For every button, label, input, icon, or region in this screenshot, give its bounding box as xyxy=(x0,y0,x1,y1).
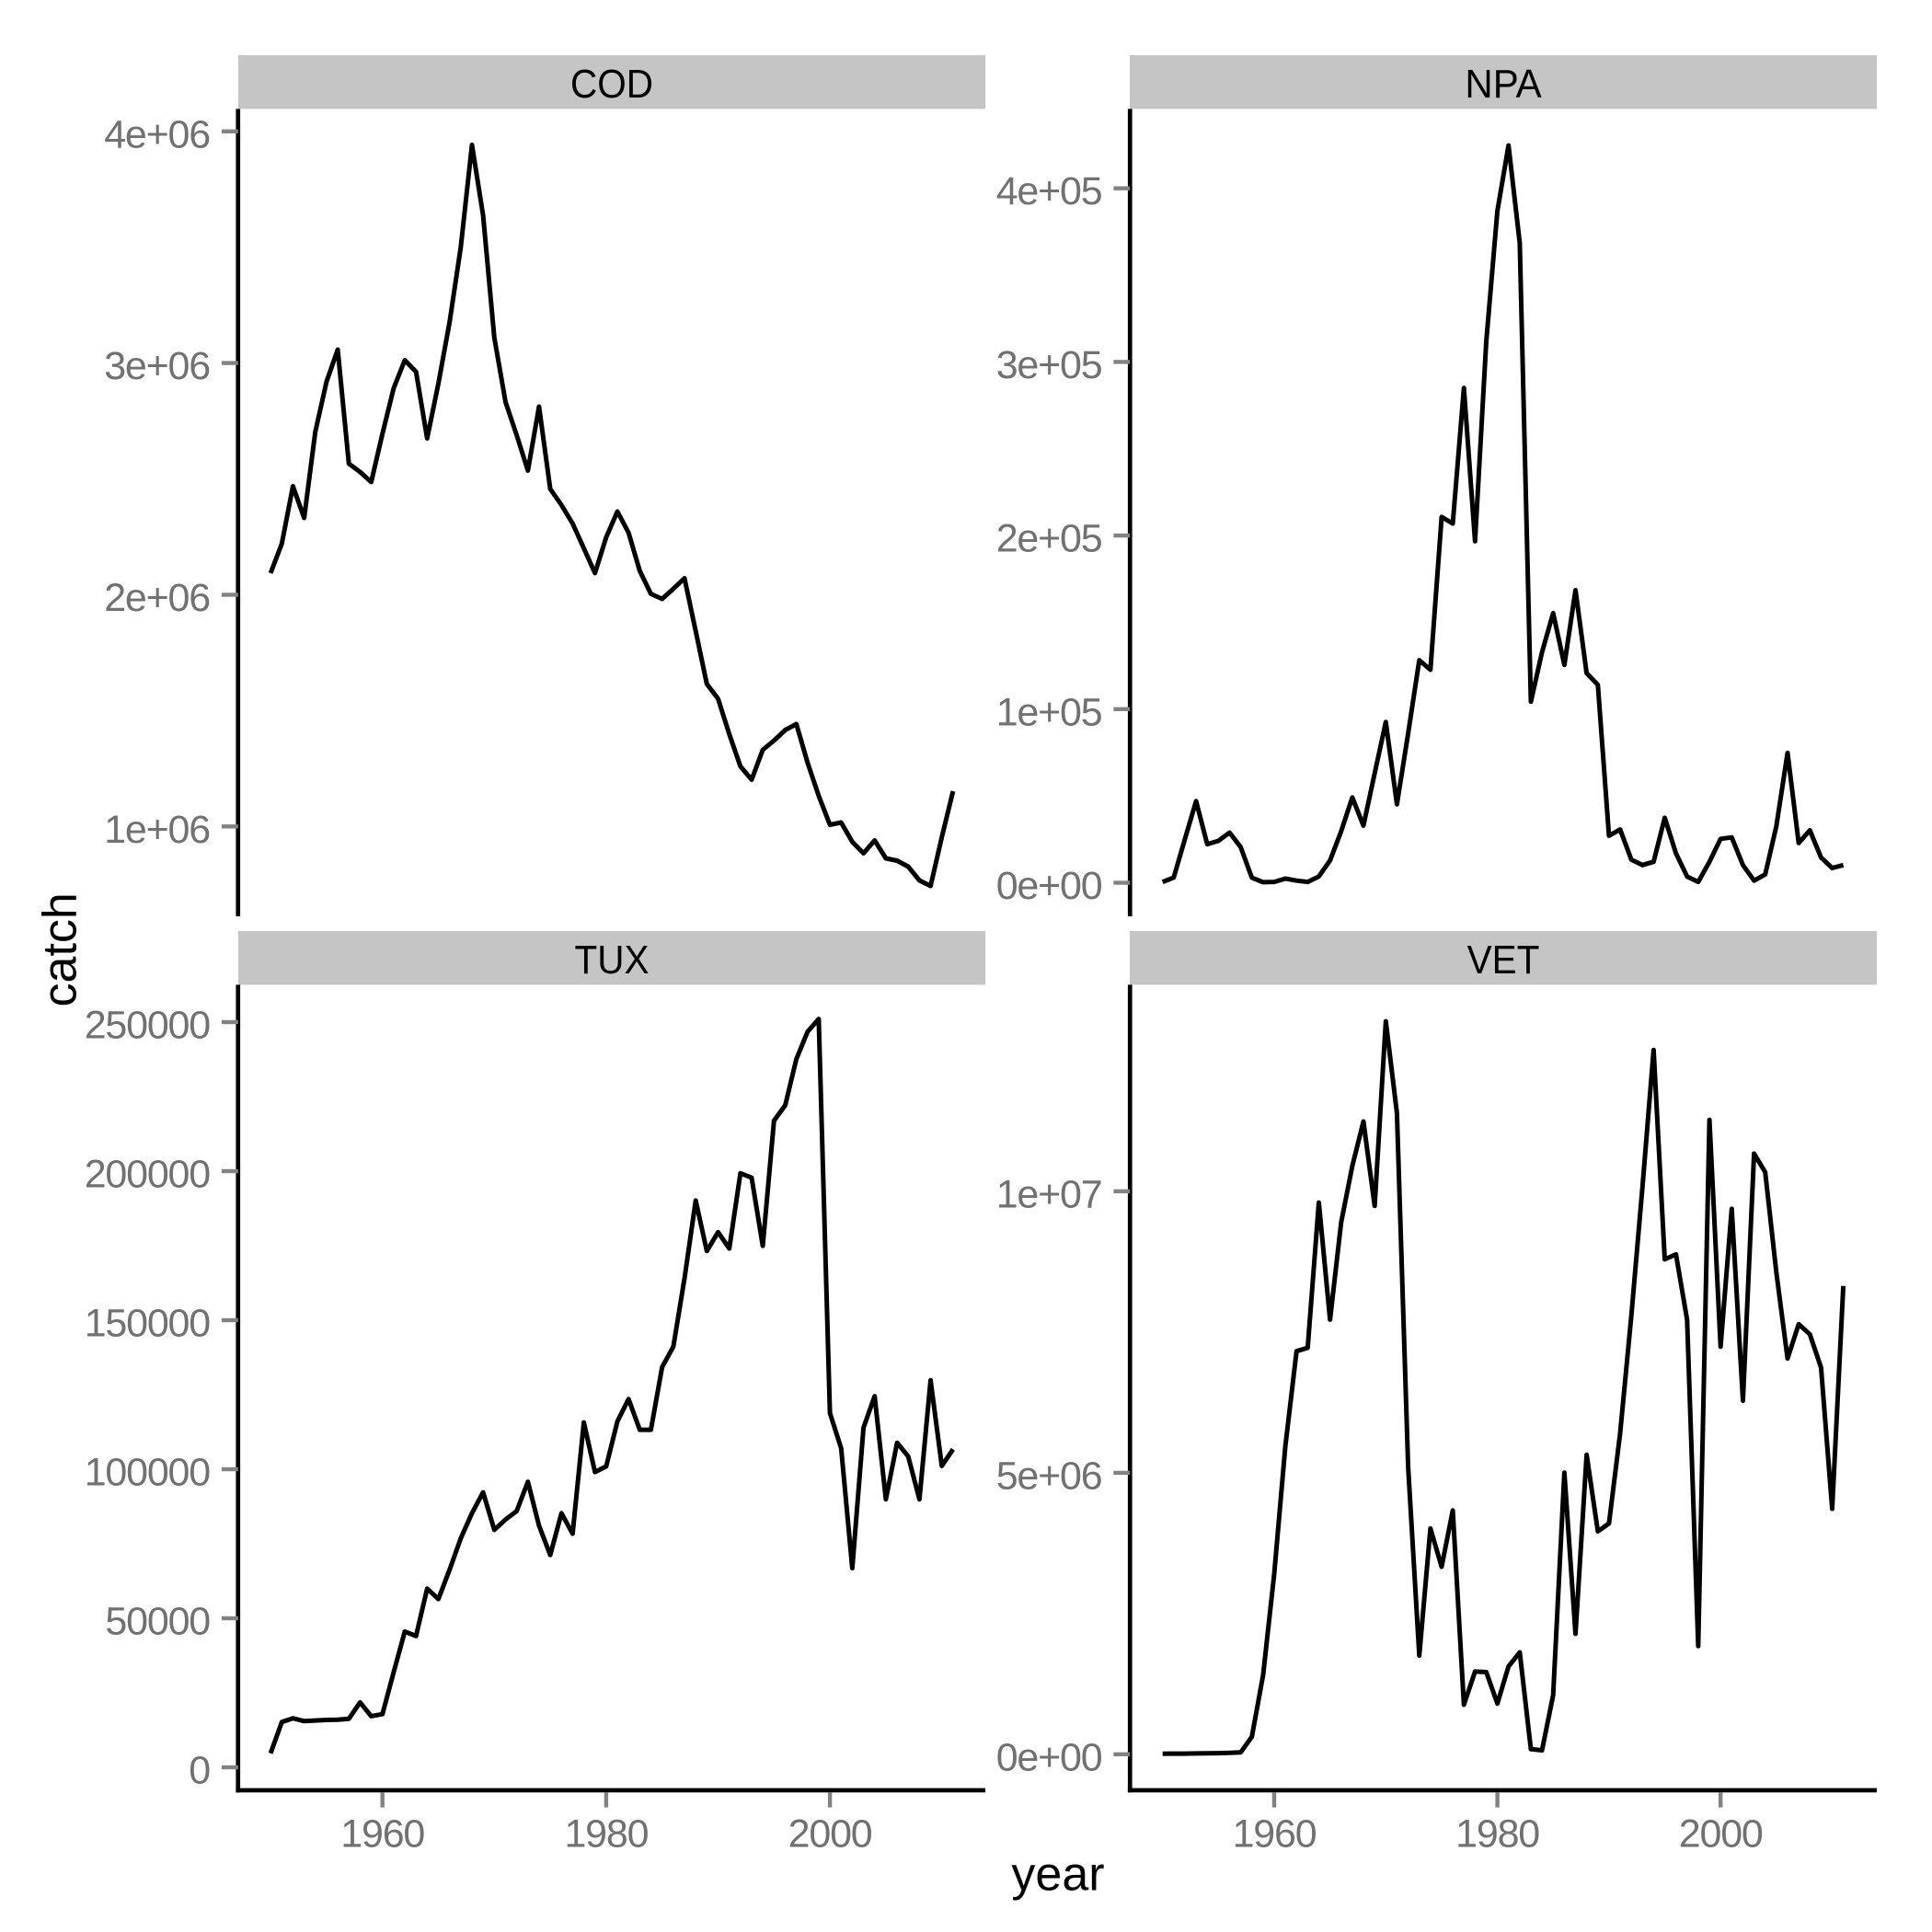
svg-text:year: year xyxy=(1011,1848,1104,1902)
svg-text:2000: 2000 xyxy=(788,1812,872,1857)
svg-text:1e+07: 1e+07 xyxy=(996,1172,1102,1216)
svg-text:2e+05: 2e+05 xyxy=(996,517,1102,561)
svg-text:4e+06: 4e+06 xyxy=(104,112,210,156)
svg-text:1e+06: 1e+06 xyxy=(104,808,210,852)
svg-text:100000: 100000 xyxy=(85,1451,211,1495)
svg-text:NPA: NPA xyxy=(1465,62,1542,107)
svg-text:250000: 250000 xyxy=(85,1004,211,1048)
svg-text:150000: 150000 xyxy=(85,1302,211,1346)
svg-text:3e+05: 3e+05 xyxy=(996,343,1102,387)
svg-text:catch: catch xyxy=(34,892,87,1006)
svg-text:COD: COD xyxy=(570,62,653,107)
svg-text:0: 0 xyxy=(189,1749,210,1793)
svg-text:1960: 1960 xyxy=(1233,1812,1317,1857)
svg-text:0e+00: 0e+00 xyxy=(996,1735,1102,1779)
svg-text:0e+00: 0e+00 xyxy=(996,864,1102,908)
svg-text:2e+06: 2e+06 xyxy=(104,576,210,620)
svg-text:5e+06: 5e+06 xyxy=(996,1454,1102,1498)
svg-text:2000: 2000 xyxy=(1679,1812,1763,1857)
svg-text:4e+05: 4e+05 xyxy=(996,169,1102,213)
svg-text:1980: 1980 xyxy=(1455,1812,1539,1857)
svg-text:1960: 1960 xyxy=(340,1812,424,1857)
svg-text:50000: 50000 xyxy=(105,1600,210,1644)
svg-text:3e+06: 3e+06 xyxy=(104,344,210,388)
svg-text:TUX: TUX xyxy=(575,937,650,983)
svg-text:1980: 1980 xyxy=(564,1812,648,1857)
svg-text:1e+05: 1e+05 xyxy=(996,690,1102,734)
svg-text:VET: VET xyxy=(1467,937,1540,983)
svg-text:200000: 200000 xyxy=(85,1153,211,1197)
